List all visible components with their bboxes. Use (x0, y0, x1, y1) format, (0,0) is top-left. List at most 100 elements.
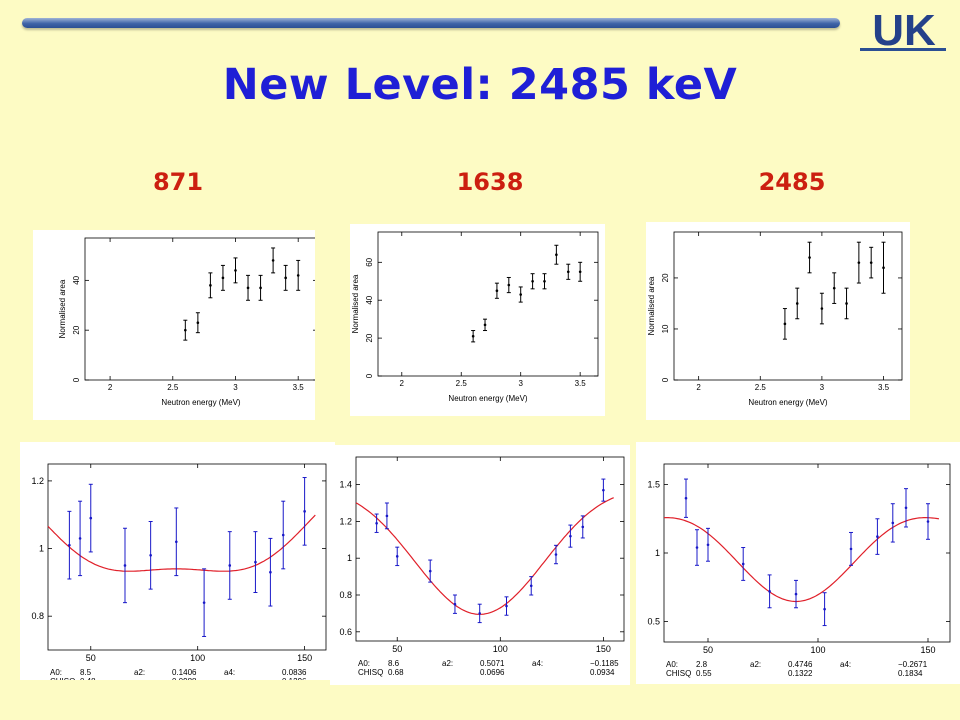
x-tick-label: 3.5 (293, 383, 305, 392)
data-point (68, 543, 71, 547)
fit-param-error: 0.0988 (172, 677, 197, 680)
data-point (385, 514, 389, 518)
fit-param-value: 0.1406 (172, 668, 197, 677)
uk-logo-icon: UK (858, 4, 950, 55)
x-tick-label: 100 (810, 645, 825, 655)
plot-frame (673, 231, 903, 381)
yield-plot-871: 2 2.5 3 3.5 0 20 40 Neutron energy (MeV) Normali… (33, 230, 315, 420)
x-axis-label: Neutron energy (MeV) (161, 398, 240, 407)
data-point (471, 334, 475, 338)
data-point (869, 261, 873, 264)
x-tick-label: 3 (820, 383, 825, 392)
fit-curve (663, 517, 940, 603)
data-point (89, 516, 93, 520)
angular-plot-2485: 50 100 150 0.5 1 1.5 A0: 2.8 0.55 a2: 0.4746 0.1322… (636, 442, 960, 684)
x-axis-label: Neutron energy (MeV) (448, 394, 527, 403)
data-point (428, 569, 432, 573)
data-point (602, 488, 605, 492)
x-tick-label: 2.5 (456, 379, 468, 388)
data-point (857, 261, 861, 264)
x-tick-label: 2 (696, 383, 701, 392)
x-tick-label: 50 (86, 653, 96, 663)
data-point (269, 570, 272, 574)
x-tick-label: 100 (190, 653, 205, 663)
data-point (926, 520, 930, 523)
data-point (246, 286, 250, 290)
data-point (281, 533, 285, 537)
fit-param-label: a2: (134, 668, 145, 677)
logo-text: UK (872, 6, 936, 52)
fit-param-error: 0.1834 (898, 669, 923, 678)
fit-param-label: a4: (532, 659, 543, 668)
data-point (882, 266, 885, 270)
fit-param-label: A0: (50, 668, 62, 677)
data-point (271, 259, 275, 262)
data-point (123, 564, 127, 567)
fit-param-error: 0.1322 (788, 669, 813, 678)
fit-param-value: 0.5071 (480, 659, 505, 668)
data-point (569, 534, 572, 538)
plot-frame (355, 456, 625, 642)
y-tick-label: 0.8 (31, 611, 44, 621)
data-point (578, 270, 582, 274)
yield-plot-1638: 2 2.5 3 3.5 0 20 40 60 Neutron energy (MeV) Norma… (350, 224, 605, 416)
data-point (296, 274, 300, 277)
y-tick-label: 0 (72, 377, 81, 382)
header-bar (22, 18, 840, 28)
data-point (259, 286, 262, 290)
data-point (845, 302, 848, 305)
angular-plot-1638: 50 100 150 0.6 0.8 1 1.2 1.4 A0: 8.6 0.68 a2: 0.5071… (330, 445, 630, 685)
chisq-label: CHISQ (358, 668, 383, 677)
y-tick-label: 0 (365, 373, 374, 378)
x-tick-label: 3.5 (878, 383, 890, 392)
data-point (849, 547, 853, 551)
data-point (202, 601, 206, 604)
y-tick-label: 1.2 (339, 516, 352, 526)
fit-param-error: 0.1296 (282, 677, 307, 680)
data-point (783, 322, 787, 326)
fit-param-error: 0.0934 (590, 668, 615, 677)
y-tick-label: 1.5 (647, 480, 660, 490)
x-tick-label: 2 (400, 379, 405, 388)
fit-param-value: 0.0836 (282, 668, 307, 677)
data-point (78, 537, 82, 540)
fit-param-error: 0.0696 (480, 668, 505, 677)
data-point (768, 590, 771, 593)
x-tick-label: 150 (596, 644, 611, 654)
fit-param-value: −0.2671 (898, 660, 928, 669)
fit-param-value: 8.5 (80, 668, 92, 677)
fit-param-value: 2.8 (696, 660, 708, 669)
data-point (254, 560, 257, 564)
data-point (175, 540, 178, 544)
y-tick-label: 20 (72, 325, 81, 334)
data-point (543, 279, 546, 283)
fit-param-value: −0.1185 (590, 659, 619, 668)
plot-frame (84, 237, 315, 381)
data-point (904, 506, 908, 510)
chisq-label: CHISQ (666, 669, 691, 678)
data-point (795, 302, 799, 305)
x-axis-label: Neutron energy (MeV) (748, 398, 827, 407)
y-tick-label: 20 (661, 273, 670, 282)
data-point (695, 546, 699, 549)
data-point (823, 607, 826, 611)
data-point (228, 564, 232, 567)
plot-frame (377, 231, 599, 377)
y-tick-label: 60 (365, 257, 374, 266)
plot-frame (663, 463, 951, 643)
y-tick-label: 10 (661, 324, 670, 333)
y-tick-label: 0.6 (339, 627, 352, 637)
data-point (209, 284, 212, 287)
data-point (820, 307, 824, 310)
y-tick-label: 1 (655, 548, 660, 558)
data-point (581, 525, 585, 529)
x-tick-label: 150 (297, 653, 312, 663)
data-point (221, 276, 225, 280)
x-tick-label: 3 (518, 379, 523, 388)
fit-param-label: a2: (750, 660, 761, 669)
data-point (149, 554, 152, 557)
data-point (741, 562, 745, 566)
y-tick-label: 0.5 (647, 616, 660, 626)
data-point (234, 269, 237, 272)
y-tick-label: 0.8 (339, 590, 352, 600)
